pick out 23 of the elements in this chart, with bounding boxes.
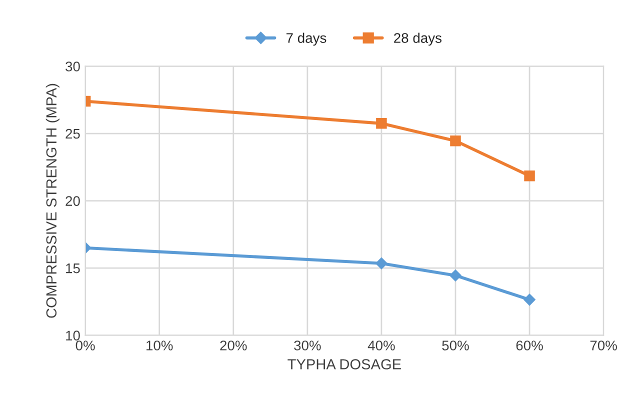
x-tick-label: 0% — [76, 340, 95, 350]
y-tick-label: 30 — [66, 62, 80, 72]
x-tick-label: 50% — [442, 340, 469, 350]
point — [450, 136, 461, 146]
y-tick-label: 15 — [66, 264, 80, 274]
point — [376, 118, 387, 129]
legend-label: 28 days — [394, 32, 442, 46]
point — [450, 270, 462, 282]
x-axis-title: TYPHA DOSAGE — [288, 359, 401, 370]
x-tick-label: 40% — [368, 340, 395, 350]
y-tick-label: 25 — [66, 128, 80, 139]
y-tick-label: 20 — [66, 196, 80, 206]
y-axis-title: COMPRESSIVE STRENGTH (MPA) — [46, 84, 60, 318]
x-tick-label: 10% — [146, 340, 173, 350]
legend-label: 7 days — [286, 32, 326, 46]
x-tick-label: 60% — [516, 340, 543, 350]
x-tick-label: 30% — [294, 340, 321, 350]
y-tick-label: 10 — [66, 330, 80, 341]
x-tick-label: 70% — [590, 340, 617, 350]
point — [376, 257, 388, 270]
point — [524, 170, 535, 182]
x-tick-label: 20% — [220, 340, 247, 350]
point — [524, 294, 536, 306]
